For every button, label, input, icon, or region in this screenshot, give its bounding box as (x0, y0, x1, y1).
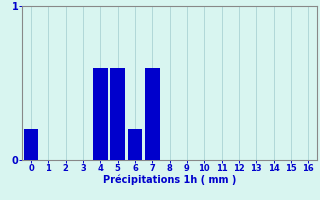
Bar (93, 68, 108, 160)
Bar (145, 68, 160, 160)
Bar (128, 129, 142, 160)
X-axis label: Précipitations 1h ( mm ): Précipitations 1h ( mm ) (103, 175, 236, 185)
Bar (110, 68, 125, 160)
Bar (24, 129, 38, 160)
